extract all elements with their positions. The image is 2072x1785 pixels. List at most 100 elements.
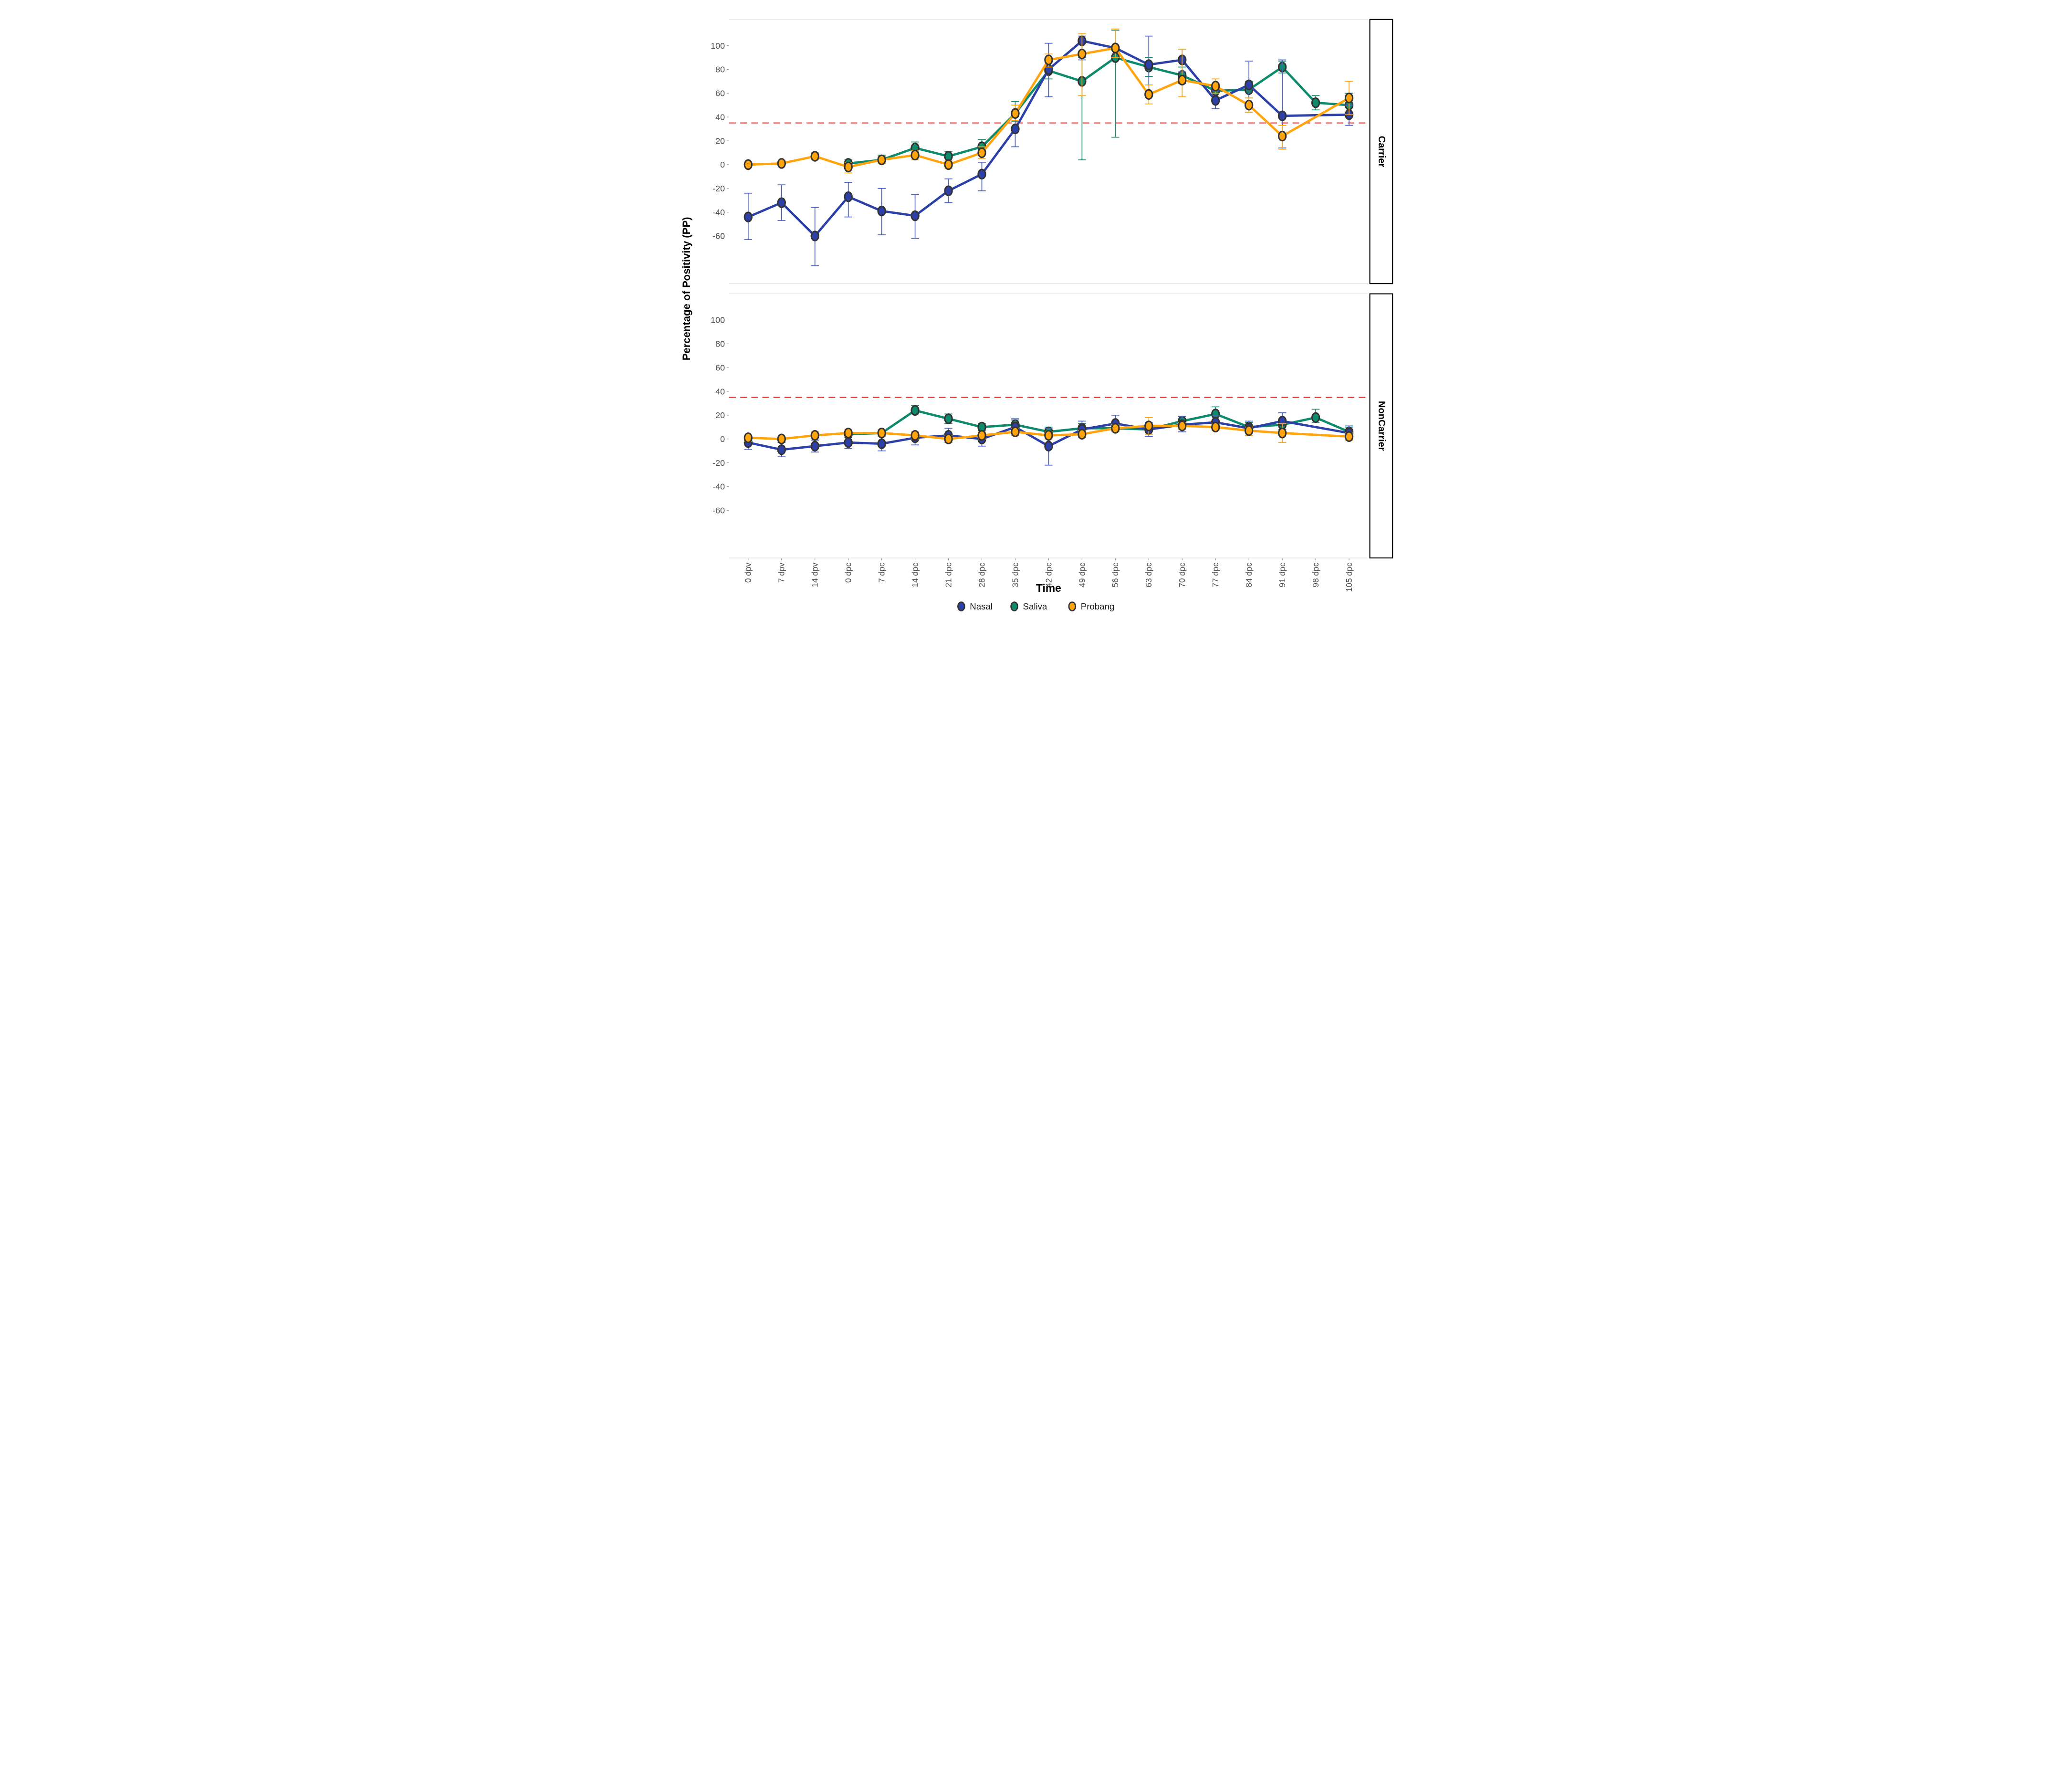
data-point [877,438,886,449]
faceted-line-chart-figure: 100 80 60 40 20 0 -20 -40 -60 Carrier 100 80 60 40 20 0… [678,0,1394,617]
data-point [1011,426,1020,438]
y-tick-label: 40 [715,387,725,396]
facet-strip-noncarrier: NonCarrier [1369,293,1393,559]
data-point [743,432,753,443]
data-point [910,430,920,441]
legend-item-probang: Probang [1068,601,1114,611]
data-point [1111,423,1120,434]
facet-strip-carrier: Carrier [1369,19,1393,284]
y-tick-label: 40 [715,112,725,122]
y-tick-label: 0 [720,434,725,444]
x-tick-label: 84 dpc [1244,562,1254,587]
x-tick-label: 7 dpv [777,562,786,583]
data-point [1277,130,1287,142]
facet-strip-label: NonCarrier [1376,401,1387,451]
data-point [810,441,819,452]
panel-carrier: 100 80 60 40 20 0 -20 -40 -60 [711,19,1368,284]
y-tick-label: -20 [712,184,725,193]
y-tick-label: 20 [715,136,725,146]
data-point [1011,108,1020,119]
panel-noncarrier: 100 80 60 40 20 0 -20 -40 -60 [711,294,1368,558]
x-tick-label: 42 dpc [1044,562,1053,587]
data-point [944,413,953,424]
data-point [1245,79,1254,91]
series-probang-carrier [743,28,1354,174]
legend-label: Nasal [970,601,993,611]
data-point [1011,123,1020,135]
y-axis-title: Percentage of Positivity (PP) [680,217,692,360]
legend-marker-icon [1068,601,1077,611]
x-tick-label: 70 dpc [1177,562,1187,587]
data-point [1277,428,1287,439]
x-tick-label: 14 dpc [910,562,920,587]
legend-item-nasal: Nasal [957,601,993,611]
data-point [810,231,819,242]
y-tick-label: 20 [715,410,725,420]
data-point [777,197,786,208]
data-point [844,428,853,439]
x-tick-label: 98 dpc [1311,562,1320,587]
x-tick-label: 105 dpc [1344,562,1354,592]
data-point [977,430,986,441]
x-tick-label: 28 dpc [977,562,986,587]
data-point [1245,100,1254,111]
x-tick-label: 21 dpc [943,562,953,587]
error-bar [1078,33,1086,96]
y-tick-label: 100 [711,41,725,51]
data-point [1211,81,1220,92]
data-point [1144,420,1153,431]
data-point [1344,93,1354,104]
data-point [777,444,786,455]
y-tick-label: -20 [712,458,725,468]
legend: Nasal Saliva Probang [957,601,1114,611]
data-point [877,154,886,166]
x-tick-label: 35 dpc [1010,562,1020,587]
y-tick-label: 0 [720,160,725,169]
data-point [777,433,786,444]
series-line [747,40,1350,237]
data-point [1178,74,1187,86]
x-tick-label: 0 dpc [844,562,853,583]
y-tick-label: -40 [712,208,725,217]
data-point [977,147,986,158]
x-tick-label: 49 dpc [1077,562,1087,587]
y-tick-label: 80 [715,65,725,74]
y-tick-label: -60 [712,506,725,515]
data-point [1044,430,1053,441]
data-point [1178,420,1187,431]
legend-label: Saliva [1023,601,1047,611]
data-point [844,191,853,202]
data-point [1211,421,1220,433]
data-point [1211,95,1220,106]
percentage-positivity-chart: 100 80 60 40 20 0 -20 -40 -60 Carrier 100 80 60 40 20 0… [678,0,1394,617]
data-point [1245,425,1254,436]
data-point [1144,59,1153,70]
facet-strip-box [1369,19,1393,284]
data-point [810,430,819,441]
data-point [944,159,953,170]
series-probang-noncarrier [743,417,1354,444]
data-point [844,161,853,173]
data-point [743,159,753,170]
series-line [747,424,1350,441]
x-tick-label: 77 dpc [1211,562,1220,587]
data-point [1344,431,1354,442]
x-tick-label: 56 dpc [1110,562,1120,587]
data-point [944,185,953,196]
data-point [1311,97,1320,108]
data-point [743,211,753,222]
legend-label: Probang [1081,601,1114,611]
data-point [844,437,853,448]
series-line [747,420,1350,451]
data-point [1044,54,1053,65]
series-line [747,47,1350,168]
y-tick-label: 100 [711,315,725,325]
x-axis-title: Time [1036,582,1061,594]
facet-strip-box [1369,293,1393,559]
data-point [877,428,886,439]
data-point [910,210,920,221]
error-bar [1178,49,1186,97]
x-tick-label: 0 dpv [743,562,753,583]
x-tick-label: 63 dpc [1144,562,1153,587]
series-nasal-carrier [743,35,1354,266]
